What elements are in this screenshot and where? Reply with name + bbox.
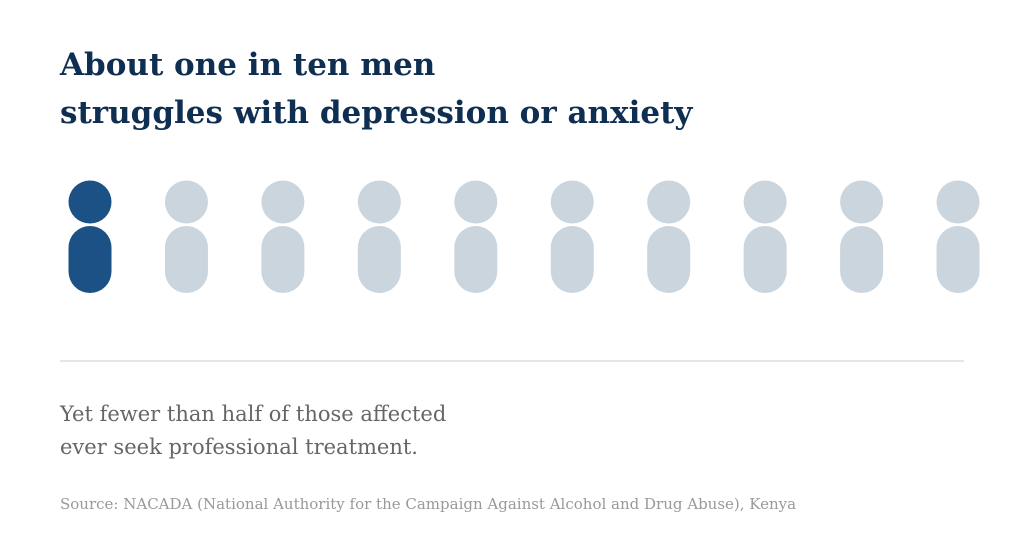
person-icon	[454, 180, 498, 293]
icon-body	[164, 226, 208, 293]
person-icon	[936, 180, 980, 293]
icon-head	[840, 180, 884, 224]
person-icon	[261, 180, 305, 293]
icon-head	[936, 180, 980, 224]
person-icon	[357, 180, 401, 293]
person-icon	[68, 180, 112, 293]
icon-head	[261, 180, 305, 224]
icon-body	[68, 226, 112, 293]
icon-body	[550, 226, 594, 293]
subtitle-line: ever seek professional treatment.	[60, 435, 418, 459]
icon-body	[454, 226, 498, 293]
icon-head	[647, 180, 691, 224]
title-line: struggles with depression or anxiety	[60, 95, 693, 131]
title-line: About one in ten men	[59, 47, 435, 83]
person-icon	[840, 180, 884, 293]
icon-body	[357, 226, 401, 293]
icon-body	[743, 226, 787, 293]
icon-head	[454, 180, 498, 224]
person-icon	[647, 180, 691, 293]
icon-head	[550, 180, 594, 224]
icon-body	[840, 226, 884, 293]
person-icon	[743, 180, 787, 293]
subtitle-line: Yet fewer than half of those affected	[59, 402, 446, 426]
source: Source: NACADA (National Authority for t…	[60, 495, 796, 513]
icon-head	[164, 180, 208, 224]
icon-body	[261, 226, 305, 293]
person-icon	[550, 180, 594, 293]
icon-head	[68, 180, 112, 224]
person-icon	[164, 180, 208, 293]
icon-head	[743, 180, 787, 224]
icon-body	[647, 226, 691, 293]
icon-body	[936, 226, 980, 293]
icon-head	[357, 180, 401, 224]
